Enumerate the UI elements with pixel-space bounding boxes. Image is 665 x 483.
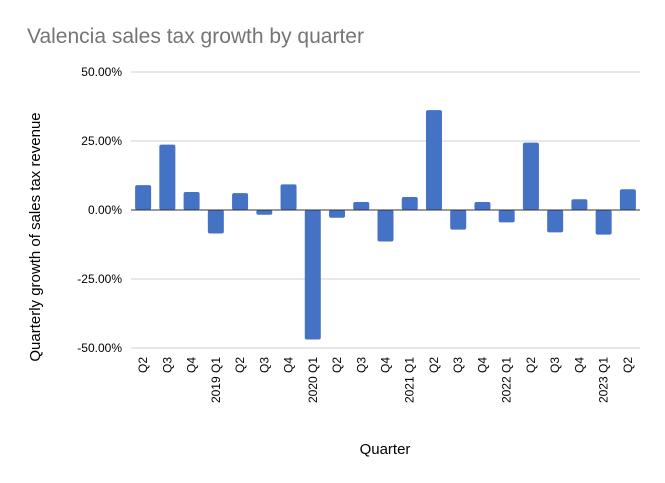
y-axis-label: Quarterly growth of sales tax revenue [27,112,44,361]
bar [474,201,491,210]
y-tick-label: -50.00% [77,341,122,355]
x-tick-label: Q4 [572,357,586,373]
x-axis-label: Quarter [360,441,411,458]
x-tick-label: 2023 Q1 [597,357,611,403]
x-tick-label: Q4 [185,357,199,373]
bar [401,197,418,210]
bar [329,210,346,218]
x-tick-label: 2019 Q1 [209,357,223,403]
bar [425,110,442,210]
x-tick-label: Q4 [379,357,393,373]
x-tick-label: 2021 Q1 [403,357,417,403]
bar [256,210,273,215]
bar [498,210,515,223]
bar [619,189,636,210]
bar [232,193,249,210]
bar [183,192,200,210]
x-tick-label: 2020 Q1 [306,357,320,403]
x-tick-label: Q2 [233,357,247,373]
bar [159,144,176,210]
x-tick-label: Q2 [427,357,441,373]
x-tick-label: Q3 [354,357,368,373]
bar [547,210,564,233]
x-tick-label: Q2 [621,357,635,373]
bar [377,210,394,242]
x-tick-label: Q3 [548,357,562,373]
bar [450,210,467,230]
y-tick-label: 50.00% [81,65,122,79]
x-tick-label: Q2 [330,357,344,373]
y-tick-label: 0.00% [88,203,122,217]
bar [135,185,152,210]
x-tick-label: Q4 [282,357,296,373]
y-tick-label: 25.00% [81,134,122,148]
x-tick-label: Q3 [451,357,465,373]
y-tick-label: -25.00% [77,272,122,286]
bar [304,210,321,340]
x-tick-label: Q3 [257,357,271,373]
bar [595,210,612,235]
x-tick-label: 2022 Q1 [500,357,514,403]
bar [571,199,588,210]
x-tick-label: Q3 [160,357,174,373]
bar [280,184,297,210]
bar [522,142,539,210]
bar [353,201,370,210]
chart-title: Valencia sales tax growth by quarter [27,25,364,48]
x-tick-label: Q2 [524,357,538,373]
x-tick-label: Q4 [475,357,489,373]
x-tick-label: Q2 [136,357,150,373]
bar [207,210,224,234]
